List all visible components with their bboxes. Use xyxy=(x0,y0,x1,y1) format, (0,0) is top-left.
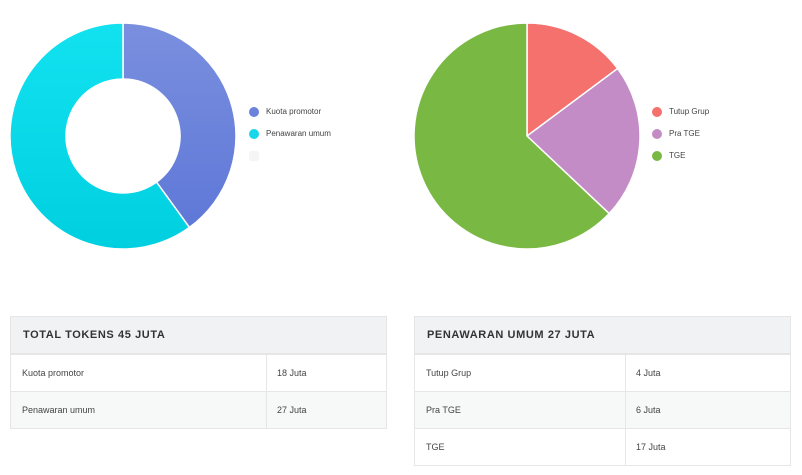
legend-swatch xyxy=(652,128,662,139)
table-cell-value: 17 Juta xyxy=(636,442,666,452)
table-cell-label: Penawaran umum xyxy=(11,392,267,428)
table-row: Penawaran umum 27 Juta xyxy=(11,391,386,428)
table-cell-label: TGE xyxy=(415,429,626,465)
pie-slice-tge[interactable] xyxy=(413,22,611,250)
pie-slice-tutup-grup[interactable] xyxy=(526,22,619,138)
table-row: Kuota promotor 18 Juta xyxy=(11,354,386,391)
legend-label: Kuota promotor xyxy=(266,107,322,116)
pie-slice-pra-tge[interactable] xyxy=(525,67,641,215)
table-cell-value: 27 Juta xyxy=(277,405,307,415)
table-cell-value: 6 Juta xyxy=(636,405,661,415)
public-offering-table: PENAWARAN UMUM 27 JUTA Tutup Grup 4 Juta… xyxy=(414,316,791,466)
pie-slice-penawaran-umum[interactable] xyxy=(9,22,191,250)
legend-item-pra-tge[interactable]: Pra TGE xyxy=(652,128,709,139)
legend-item-tutup-grup[interactable]: Tutup Grup xyxy=(652,106,709,117)
donut-legend: Kuota promotor Penawaran umum xyxy=(249,106,331,172)
table-cell-value: 18 Juta xyxy=(277,368,307,378)
donut-chart-token-allocation xyxy=(9,22,237,250)
legend-swatch xyxy=(249,128,259,139)
table-title: TOTAL TOKENS 45 JUTA xyxy=(11,317,386,354)
legend-swatch xyxy=(249,106,259,117)
legend-swatch xyxy=(652,106,662,117)
pie-legend: Tutup Grup Pra TGE TGE xyxy=(652,106,709,172)
legend-item-kuota-promotor[interactable]: Kuota promotor xyxy=(249,106,331,117)
legend-label: TGE xyxy=(669,151,686,160)
charts-canvas xyxy=(9,22,641,250)
legend-swatch xyxy=(652,150,662,161)
table-cell-value: 4 Juta xyxy=(636,368,661,378)
table-cell-label: Pra TGE xyxy=(415,392,626,428)
table-row: TGE 17 Juta xyxy=(415,428,790,465)
legend-item-tge[interactable]: TGE xyxy=(652,150,709,161)
total-tokens-table: TOTAL TOKENS 45 JUTA Kuota promotor 18 J… xyxy=(10,316,387,429)
table-cell-label: Kuota promotor xyxy=(11,355,267,391)
pie-chart-public-offering xyxy=(413,22,641,250)
legend-label: Penawaran umum xyxy=(266,129,331,138)
legend-label: Tutup Grup xyxy=(669,107,710,116)
table-row: Tutup Grup 4 Juta xyxy=(415,354,790,391)
legend-item-empty xyxy=(249,150,331,161)
table-row: Pra TGE 6 Juta xyxy=(415,391,790,428)
legend-swatch-empty xyxy=(249,150,259,161)
legend-item-penawaran-umum[interactable]: Penawaran umum xyxy=(249,128,331,139)
table-title: PENAWARAN UMUM 27 JUTA xyxy=(415,317,790,354)
table-cell-label: Tutup Grup xyxy=(415,355,626,391)
legend-label: Pra TGE xyxy=(669,129,700,138)
pie-slice-kuota-promotor[interactable] xyxy=(122,22,237,229)
